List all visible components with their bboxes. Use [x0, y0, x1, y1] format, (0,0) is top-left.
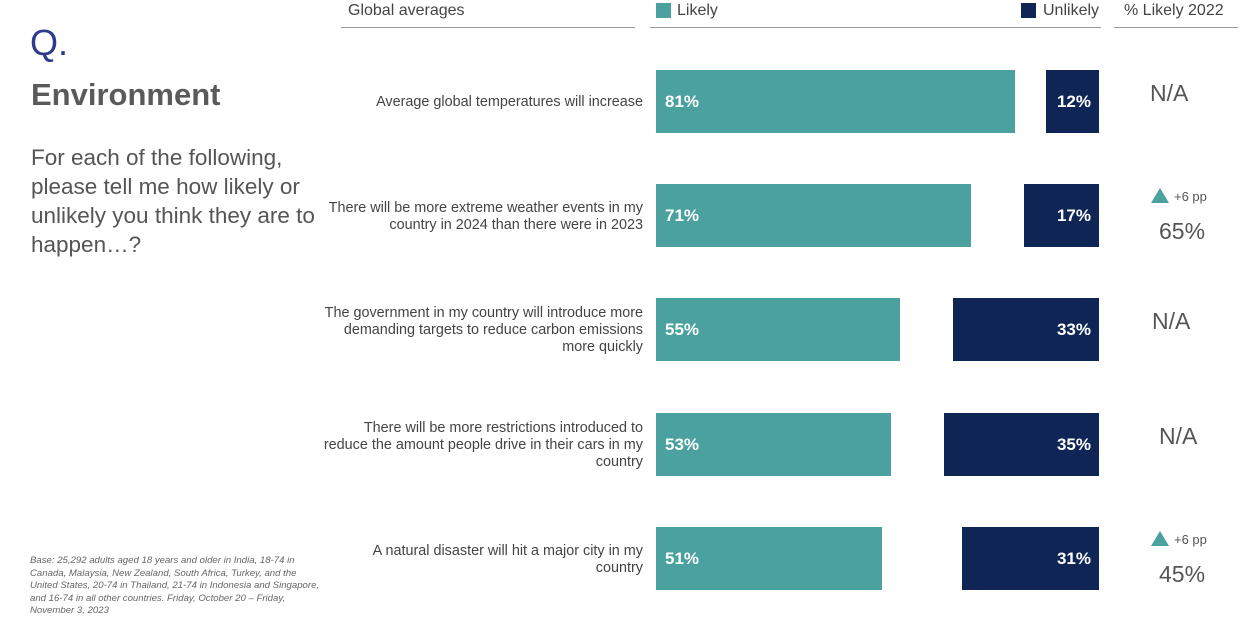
unlikely-bar: 17% — [1023, 184, 1099, 247]
likely-bar: 55% — [656, 298, 900, 361]
category-label: There will be more restrictions introduc… — [323, 420, 643, 470]
unlikely-value-label: 35% — [1056, 435, 1091, 454]
change-indicator: +6 pp — [1151, 188, 1207, 204]
likely-value-label: 51% — [665, 549, 700, 568]
likely-2022-header: % Likely 2022 — [1124, 2, 1224, 19]
unlikely-value-label: 12% — [1056, 92, 1091, 111]
header-divider — [1114, 27, 1238, 28]
unlikely-value-label: 33% — [1056, 320, 1091, 339]
unlikely-bar: 35% — [943, 413, 1099, 476]
likely-2022-value: N/A — [1152, 308, 1191, 334]
likely-legend-swatch — [656, 3, 671, 18]
header-divider — [650, 27, 1101, 28]
likely-bar: 81% — [656, 70, 1015, 133]
unlikely-bar: 33% — [952, 298, 1099, 361]
likely-2022-value: N/A — [1150, 80, 1189, 106]
category-label: There will be more extreme weather event… — [328, 199, 643, 233]
likely-value-label: 55% — [665, 320, 700, 339]
change-value: +6 pp — [1174, 189, 1207, 204]
category-label: Average global temperatures will increas… — [376, 94, 643, 110]
header-divider — [341, 27, 635, 28]
up-triangle-icon — [1151, 531, 1169, 546]
question-text: For each of the following, please tell m… — [31, 145, 315, 257]
likely-bar: 51% — [656, 527, 882, 590]
unlikely-bar: 31% — [961, 527, 1099, 590]
category-label: The government in my country will introd… — [324, 305, 643, 355]
change-indicator: +6 pp — [1151, 531, 1207, 547]
unlikely-legend-swatch — [1021, 3, 1036, 18]
up-triangle-icon — [1151, 188, 1169, 203]
unlikely-value-label: 17% — [1056, 206, 1091, 225]
global-averages-header: Global averages — [348, 2, 465, 19]
unlikely-value-label: 31% — [1056, 549, 1091, 568]
likely-bar: 53% — [656, 413, 891, 476]
likely-2022-value: N/A — [1159, 423, 1198, 449]
likely-2022-value: 45% — [1159, 561, 1206, 587]
likely-value-label: 71% — [665, 206, 700, 225]
likely-bar: 71% — [656, 184, 971, 247]
q-marker: Q. — [30, 22, 69, 63]
likely-value-label: 53% — [665, 435, 700, 454]
likely-2022-value: 65% — [1159, 218, 1206, 244]
category-label: A natural disaster will hit a major city… — [372, 542, 643, 576]
likely-legend-label: Likely — [677, 2, 718, 19]
change-value: +6 pp — [1174, 532, 1207, 547]
likely-value-label: 81% — [665, 92, 700, 111]
unlikely-legend-label: Unlikely — [1043, 2, 1100, 19]
unlikely-bar: 12% — [1045, 70, 1099, 133]
page-title: Environment — [31, 77, 221, 112]
base-footnote: Base: 25,292 adults aged 18 years and ol… — [30, 555, 320, 617]
